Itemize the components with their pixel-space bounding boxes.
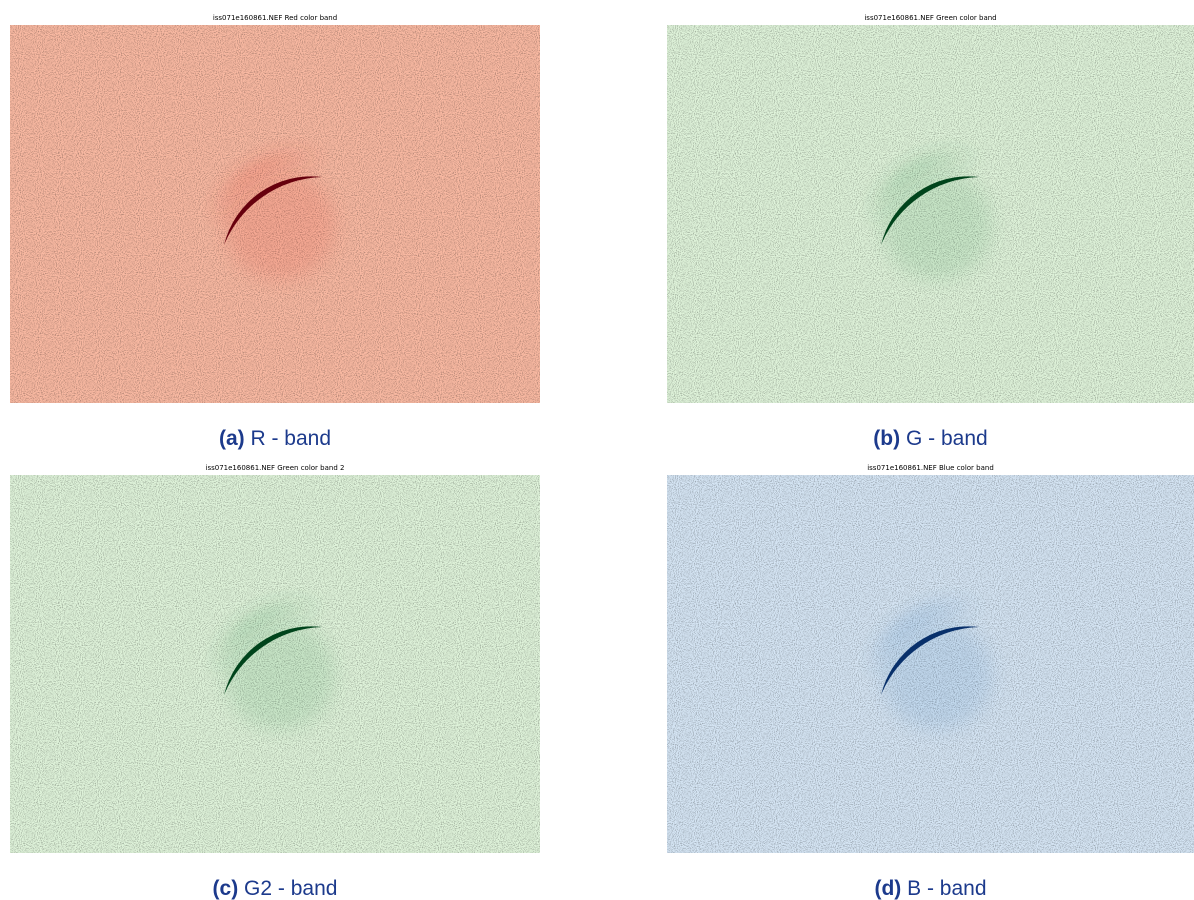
caption: (c) G2 - band: [213, 877, 338, 900]
panel: iss071e160861.NEF Red color band (a) R - …: [10, 14, 540, 450]
figure: iss071e160861.NEF Red color band (a) R - …: [0, 0, 1194, 900]
caption: (a) R - band: [219, 427, 331, 450]
panel: iss071e160861.NEF Green color band (b) G …: [667, 14, 1194, 450]
caption-label: (c): [213, 877, 239, 900]
panel-title: iss071e160861.NEF Red color band: [213, 14, 337, 22]
caption-label: (a): [219, 427, 245, 450]
panel-title: iss071e160861.NEF Green color band 2: [206, 464, 345, 472]
caption-text: R - band: [250, 427, 331, 450]
page: iss071e160861.NEF Red color band (a) R - …: [0, 0, 1194, 900]
caption-label: (d): [874, 877, 901, 900]
caption: (b) G - band: [873, 427, 987, 450]
panel-title: iss071e160861.NEF Blue color band: [867, 464, 994, 472]
panel: iss071e160861.NEF Blue color band (d) B -…: [667, 464, 1194, 900]
caption-text: G - band: [906, 427, 988, 450]
caption-label: (b): [873, 427, 900, 450]
caption-text: B - band: [907, 877, 986, 900]
panel: iss071e160861.NEF Green color band 2 (c) …: [10, 464, 540, 900]
caption-text: G2 - band: [244, 877, 337, 900]
caption: (d) B - band: [874, 877, 986, 900]
panel-title: iss071e160861.NEF Green color band: [864, 14, 996, 22]
